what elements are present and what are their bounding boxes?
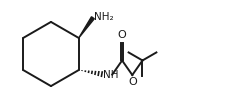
Text: NH₂: NH₂	[94, 12, 114, 22]
Text: NH: NH	[103, 70, 119, 80]
Polygon shape	[79, 17, 94, 38]
Text: O: O	[128, 77, 137, 87]
Text: O: O	[118, 30, 126, 40]
